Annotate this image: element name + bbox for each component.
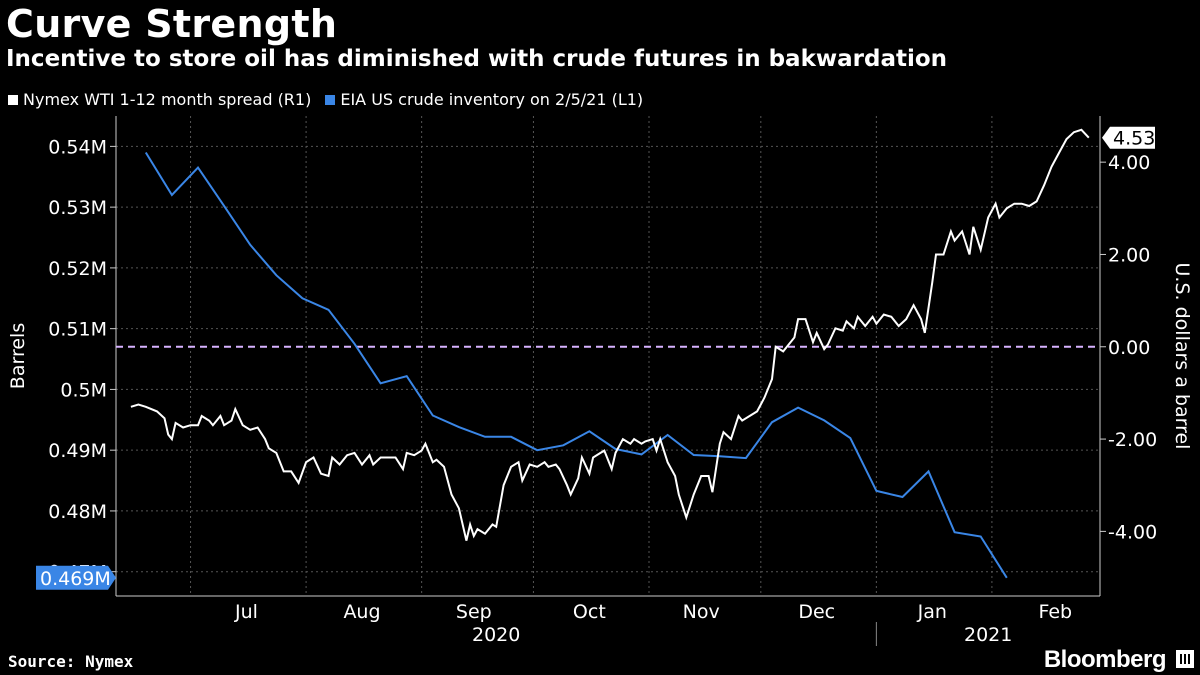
x-year-label-2020: 2020 (472, 624, 520, 646)
right-tick-label: -4.00 (1108, 521, 1157, 543)
last-value-tag-inventory (36, 565, 116, 590)
legend-label-spread: Nymex WTI 1-12 month spread (R1) (23, 90, 312, 109)
left-tick-label: 0.53M (48, 197, 107, 219)
series-line-spread (130, 128, 1090, 541)
x-tick-label-dec: Dec (798, 601, 835, 623)
right-axis-title: U.S. dollars a barrel (1171, 263, 1193, 450)
x-tick-label-jul: Jul (234, 601, 258, 623)
left-tick-label: 0.52M (48, 258, 107, 280)
left-tick-label: 0.54M (48, 136, 107, 158)
legend: Nymex WTI 1-12 month spread (R1) EIA US … (8, 90, 643, 109)
source-note: Source: Nymex (8, 652, 134, 671)
x-tick-label-sep: Sep (456, 601, 492, 623)
x-tick-label-nov: Nov (683, 601, 720, 623)
left-tick-label: 0.48M (48, 501, 107, 523)
right-tick-label: 4.00 (1108, 152, 1150, 174)
right-tick-label: 0.00 (1108, 337, 1150, 359)
chart-title: Curve Strength (6, 2, 338, 46)
legend-item-inventory: EIA US crude inventory on 2/5/21 (L1) (325, 90, 643, 109)
brand-icon (1176, 650, 1194, 668)
legend-item-spread: Nymex WTI 1-12 month spread (R1) (8, 90, 311, 109)
legend-swatch-blue (325, 94, 336, 105)
right-tick-label: -2.00 (1108, 429, 1157, 451)
series-line-inventory (144, 151, 1008, 579)
chart-subtitle: Incentive to store oil has diminished wi… (6, 46, 948, 72)
left-tick-label: 0.49M (48, 440, 107, 462)
x-tick-label-feb: Feb (1038, 601, 1072, 623)
legend-label-inventory: EIA US crude inventory on 2/5/21 (L1) (340, 90, 644, 109)
legend-swatch-white (8, 94, 18, 105)
x-tick-label-aug: Aug (343, 601, 380, 623)
x-tick-label-jan: Jan (917, 601, 947, 623)
left-tick-label: 0.51M (48, 319, 107, 341)
x-year-label-2021: 2021 (964, 624, 1012, 646)
brand-logo: Bloomberg (1043, 646, 1167, 673)
right-tick-label: 2.00 (1108, 244, 1150, 266)
x-tick-label-oct: Oct (573, 601, 606, 623)
left-tick-label: 0.5M (60, 379, 107, 401)
last-value-tag-spread (1102, 126, 1155, 149)
left-axis-title: Barrels (7, 323, 29, 389)
last-value-label-inventory: 0.469M (40, 568, 111, 590)
last-value-label-spread: 4.53 (1113, 128, 1155, 150)
